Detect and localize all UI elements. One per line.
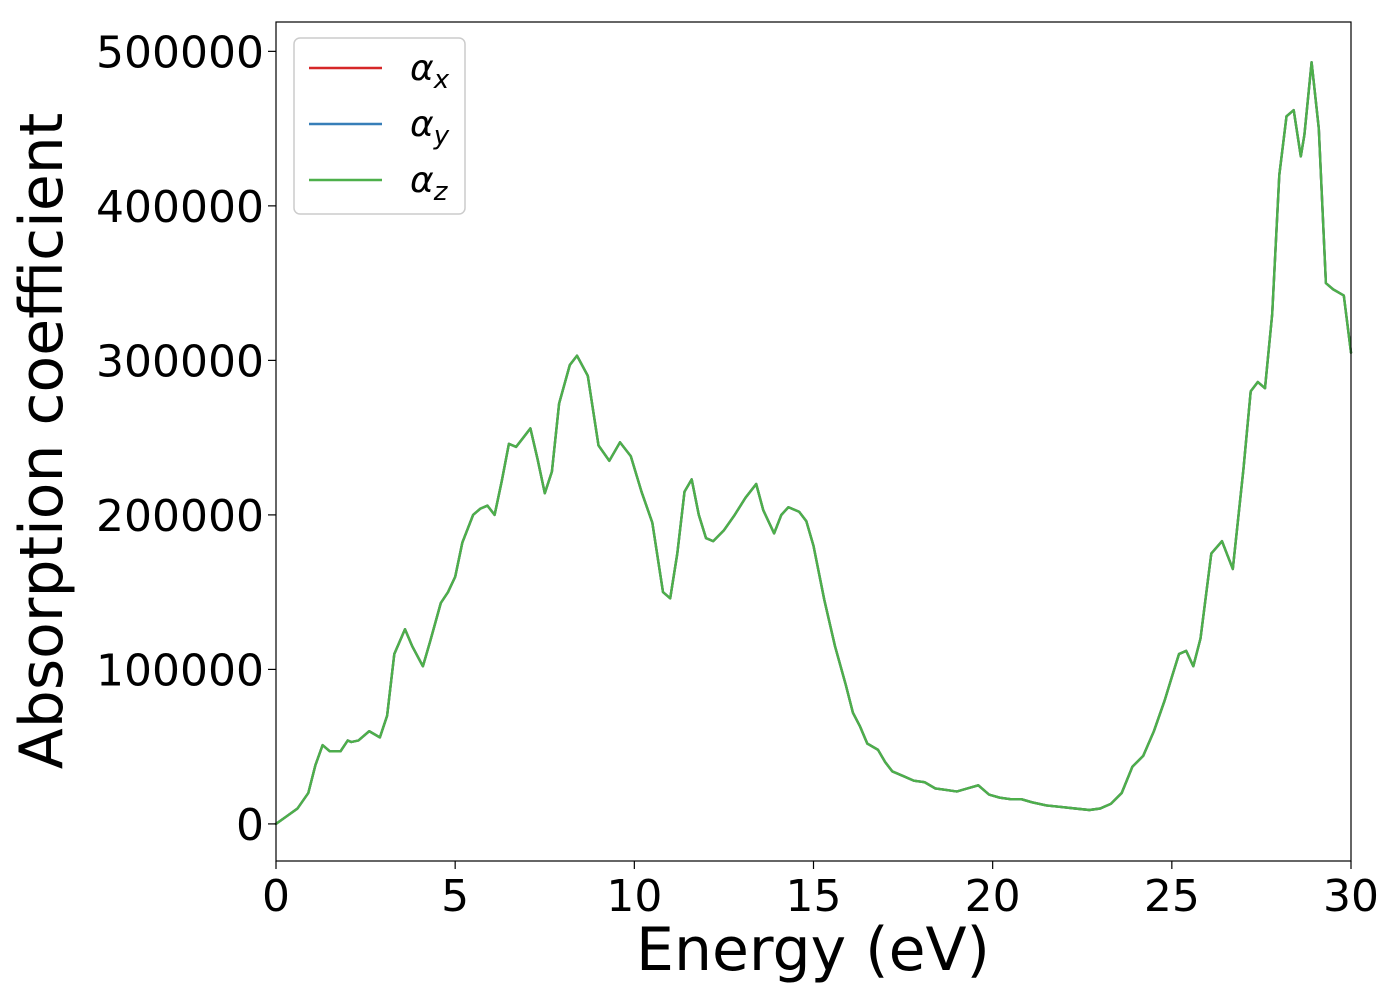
y-axis-ticks: 0 100000 200000 300000 400000 500000 xyxy=(96,27,276,851)
y-tick-label: 0 xyxy=(236,800,264,851)
series-line-αz xyxy=(274,61,1353,826)
y-tick-label: 500000 xyxy=(96,27,264,78)
y-tick-label: 400000 xyxy=(96,182,264,233)
x-tick-label: 25 xyxy=(1144,871,1200,922)
legend-label: αx xyxy=(410,48,450,95)
x-axis-ticks: 0 5 10 15 20 25 30 xyxy=(262,861,1379,922)
x-axis-label: Energy (eV) xyxy=(636,915,990,985)
legend-label: αz xyxy=(410,160,449,207)
x-tick-label: 15 xyxy=(786,871,842,922)
y-tick-label: 300000 xyxy=(96,336,264,387)
x-tick-label: 30 xyxy=(1323,871,1379,922)
series-layer xyxy=(274,61,1353,826)
y-axis-label: Absorption coefficient xyxy=(7,113,77,770)
y-tick-label: 100000 xyxy=(96,645,264,696)
legend: αx αy αz xyxy=(293,37,466,215)
x-tick-label: 20 xyxy=(965,871,1021,922)
x-tick-label: 10 xyxy=(606,871,662,922)
y-tick-label: 200000 xyxy=(96,491,264,542)
x-tick-label: 0 xyxy=(262,871,290,922)
legend-label: αy xyxy=(410,104,450,151)
x-tick-label: 5 xyxy=(441,871,469,922)
legend-box xyxy=(293,37,466,215)
